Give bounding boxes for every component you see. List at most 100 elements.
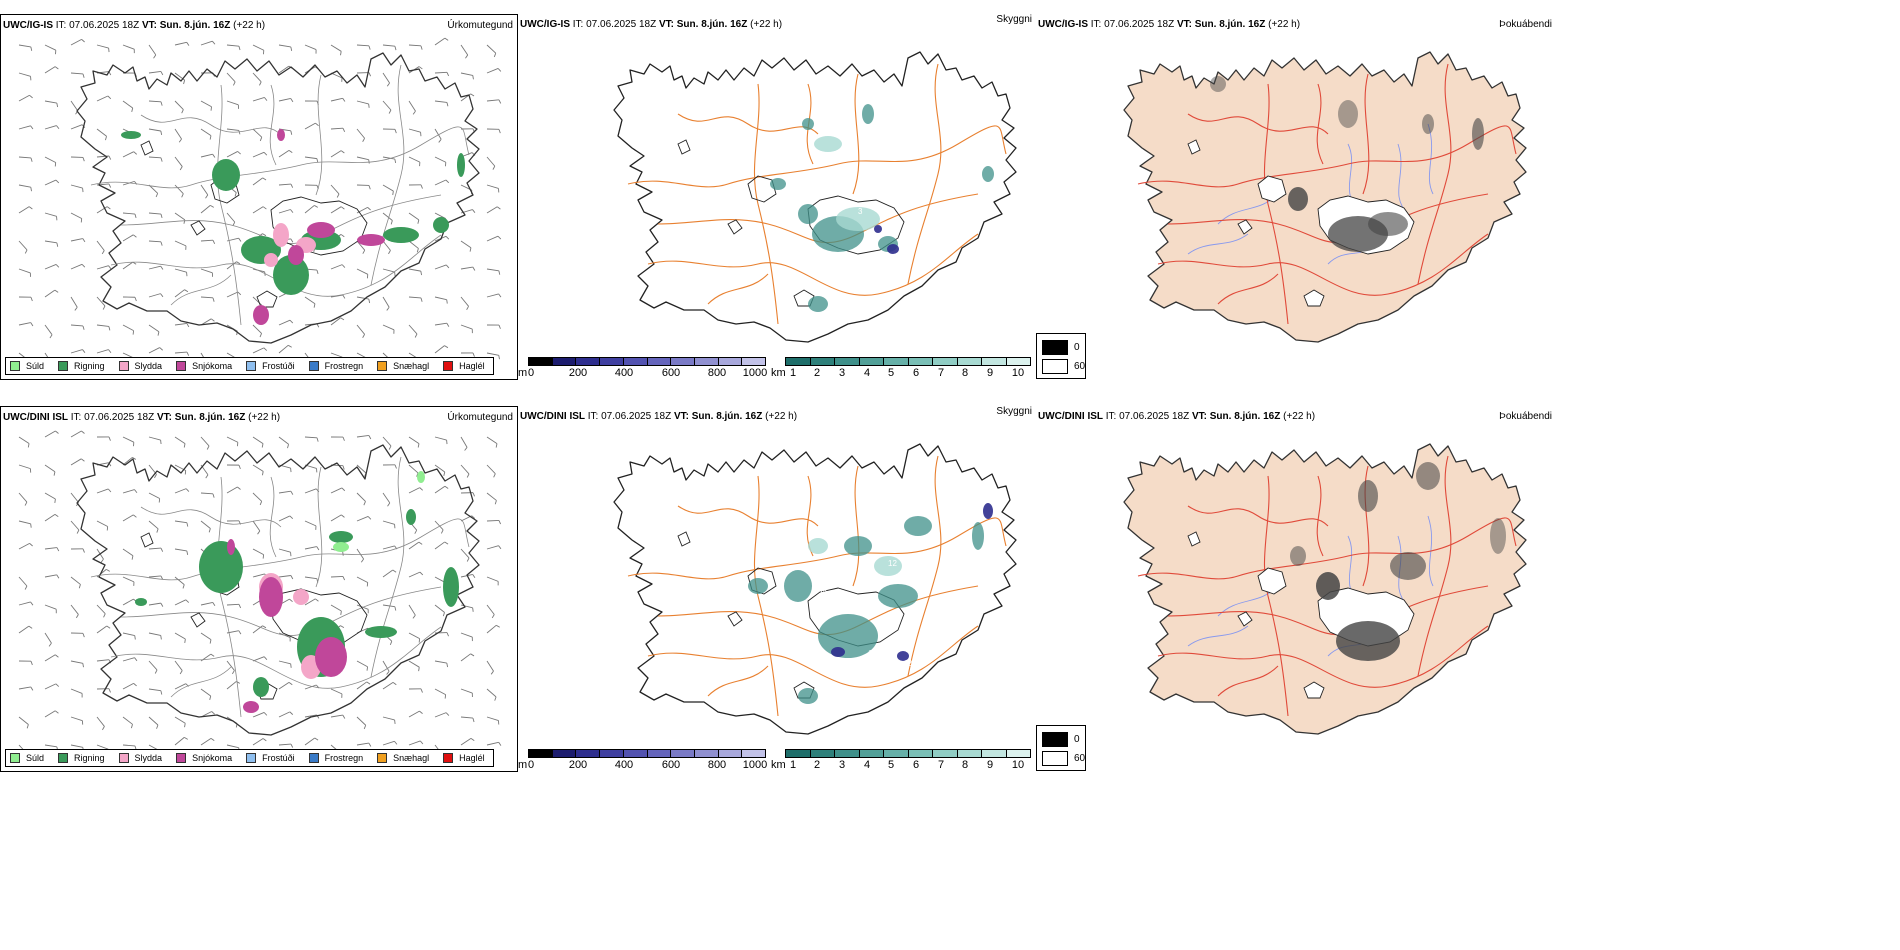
fog-area xyxy=(1490,518,1506,554)
weather-area xyxy=(333,542,349,552)
colorbar-box xyxy=(576,358,601,365)
legend-item-slydda: Slydda xyxy=(118,361,162,371)
weather-area xyxy=(844,536,872,556)
weather-area xyxy=(982,166,994,182)
weather-area xyxy=(273,255,309,295)
precip-legend: Súld Rigning Slydda Snjókoma Frostúði Fr… xyxy=(5,749,494,767)
colorbar-box xyxy=(933,358,958,365)
fog-legend-label: 60 xyxy=(1074,753,1086,764)
weather-area xyxy=(798,204,818,224)
legend-swatch xyxy=(246,753,257,763)
weather-area xyxy=(887,244,899,254)
colorbar-boxes xyxy=(785,749,1031,758)
weather-area xyxy=(784,570,812,602)
colorbar-tick: 1 xyxy=(789,759,797,771)
fog-area xyxy=(1390,552,1426,580)
legend-item-rigning: Rigning xyxy=(58,361,105,371)
visibility-label: 42 xyxy=(903,659,912,668)
colorbar-box xyxy=(742,750,766,757)
island-outline xyxy=(613,51,1017,343)
panel-title: UWC/IG-IS IT: 07.06.2025 18Z VT: Sun. 8.… xyxy=(3,20,266,31)
legend-swatch xyxy=(58,753,69,763)
colorbar-box xyxy=(623,358,648,365)
weather-area xyxy=(897,651,909,661)
weather-area xyxy=(808,538,828,554)
colorbar-tick: 3 xyxy=(838,759,846,771)
colorbar-box xyxy=(1006,358,1030,365)
fog-area xyxy=(1358,480,1378,512)
visibility-label: 26 xyxy=(943,487,952,496)
colorbar-boxes xyxy=(785,357,1031,366)
colorbar-tick: 2 xyxy=(813,759,821,771)
visibility-label: 11 xyxy=(863,277,872,286)
legend-item-snaehagl: Snæhagl xyxy=(377,753,429,763)
colorbar-box xyxy=(576,750,601,757)
colorbar-box xyxy=(718,750,743,757)
colorbar-box xyxy=(529,358,553,365)
visibility-label: 122 xyxy=(868,649,882,658)
fog-map xyxy=(1123,51,1527,343)
weather-area xyxy=(457,153,465,177)
fog-legend-swatch xyxy=(1042,732,1068,747)
colorbar-tick: 4 xyxy=(863,367,871,379)
legend-item-frostudi: Frostúði xyxy=(246,361,295,371)
wind-barbs xyxy=(18,37,502,367)
weather-area xyxy=(253,677,269,697)
colorbar-tick: 7 xyxy=(937,759,945,771)
visibility-label: 23 xyxy=(818,589,827,598)
fog-legend-row2: 0 60 xyxy=(1036,725,1086,771)
legend-swatch xyxy=(118,361,129,371)
colorbar-tick: 0 xyxy=(527,759,535,771)
island-outline xyxy=(613,443,1017,735)
colorbar-box xyxy=(982,358,1007,365)
cloud-panel-row2: UWC/DINI ISL IT: 07.06.2025 18Z VT: Sun.… xyxy=(518,406,1036,772)
colorbar-box xyxy=(552,358,577,365)
fog-area xyxy=(1368,212,1408,236)
colorbar-box xyxy=(982,750,1007,757)
colorbar-tick: 1 xyxy=(789,367,797,379)
weather-area xyxy=(814,136,842,152)
legend-item-snjokoma: Snjókoma xyxy=(176,361,232,371)
cloudbase-colorbar-row2: m 0 200 400 600 800 1000 xyxy=(518,749,768,771)
precip-map xyxy=(18,430,502,759)
colorbar-boxes xyxy=(528,357,766,366)
legend-swatch xyxy=(308,361,319,371)
colorbar-boxes xyxy=(528,749,766,758)
colorbar-box xyxy=(859,750,884,757)
fog-area xyxy=(1338,100,1358,128)
colorbar-box xyxy=(884,358,909,365)
colorbar-box xyxy=(835,358,860,365)
fog-legend-label: 0 xyxy=(1074,342,1080,353)
colorbar-box xyxy=(835,750,860,757)
colorbar-tick: 10 xyxy=(1011,759,1025,771)
fog-area xyxy=(1288,187,1308,211)
panel-type-label: Þokuábendi xyxy=(1499,19,1552,30)
weather-area xyxy=(227,539,235,555)
fog-legend-label: 0 xyxy=(1074,734,1080,745)
colorbar-box xyxy=(859,358,884,365)
colorbar-unit: m xyxy=(518,759,528,771)
legend-item-snjokoma: Snjókoma xyxy=(176,753,232,763)
weather-area xyxy=(212,159,240,191)
colorbar-tick: 800 xyxy=(707,759,727,771)
visibility-label: 12 xyxy=(888,559,897,568)
colorbar-box xyxy=(957,750,982,757)
weather-area xyxy=(417,471,425,483)
colorbar-tick: 5 xyxy=(887,367,895,379)
precip-legend: Súld Rigning Slydda Snjókoma Frostúði Fr… xyxy=(5,357,494,375)
weather-area xyxy=(748,578,768,594)
fog-legend-swatch xyxy=(1042,751,1068,766)
legend-swatch xyxy=(377,753,388,763)
colorbar-box xyxy=(694,358,719,365)
legend-swatch xyxy=(377,361,388,371)
colorbar-box xyxy=(810,358,835,365)
fog-legend-label: 60 xyxy=(1074,361,1086,372)
fog-legend-swatch xyxy=(1042,340,1068,355)
island-outline xyxy=(1123,443,1527,735)
colorbar-box xyxy=(647,750,672,757)
colorbar-tick: 200 xyxy=(568,759,588,771)
weather-area xyxy=(808,296,828,312)
colorbar-tick: 600 xyxy=(661,367,681,379)
fog-panel-row1: UWC/IG-IS IT: 07.06.2025 18Z VT: Sun. 8.… xyxy=(1036,14,1556,380)
colorbar-box xyxy=(694,750,719,757)
